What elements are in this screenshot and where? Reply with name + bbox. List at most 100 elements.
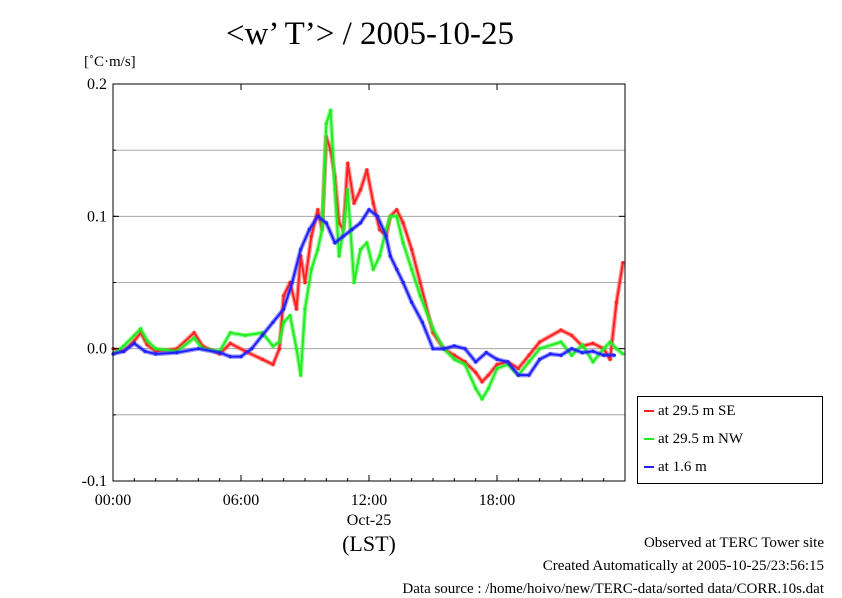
data-point bbox=[388, 214, 392, 218]
data-point bbox=[486, 373, 491, 377]
chart-title: <w’ T’> / 2005-10-25 bbox=[225, 16, 515, 52]
data-point bbox=[608, 357, 612, 361]
footer-source: Data source : /home/hoivo/new/TERC-data/… bbox=[402, 581, 824, 597]
data-point bbox=[132, 339, 136, 343]
data-point bbox=[277, 347, 281, 351]
data-point bbox=[329, 108, 333, 113]
data-point bbox=[282, 307, 286, 311]
data-point bbox=[122, 344, 126, 348]
data-point bbox=[538, 347, 542, 351]
data-point bbox=[333, 241, 337, 245]
data-point bbox=[367, 208, 371, 212]
data-point bbox=[602, 347, 606, 351]
data-point bbox=[218, 351, 222, 355]
data-point bbox=[452, 357, 456, 361]
data-point bbox=[612, 353, 616, 357]
data-point bbox=[143, 349, 147, 353]
footer-site: Observed at TERC Tower site bbox=[643, 535, 824, 551]
data-point bbox=[410, 267, 414, 271]
x-axis-label: (LST) bbox=[342, 531, 396, 556]
data-point bbox=[294, 307, 299, 311]
data-point bbox=[316, 208, 320, 212]
data-point bbox=[418, 280, 422, 285]
data-point bbox=[365, 168, 369, 172]
data-point bbox=[538, 357, 542, 361]
legend-swatch-se bbox=[644, 410, 654, 412]
data-point bbox=[602, 353, 606, 357]
data-point bbox=[474, 370, 478, 375]
data-point bbox=[621, 352, 625, 356]
data-point bbox=[570, 333, 574, 338]
legend-item-se: at 29.5 m SE bbox=[644, 401, 736, 421]
data-point bbox=[418, 294, 422, 298]
data-point bbox=[548, 352, 552, 356]
data-point bbox=[486, 386, 491, 390]
data-point bbox=[401, 280, 405, 285]
y-tick-label: 0.1 bbox=[87, 208, 107, 225]
data-point bbox=[324, 122, 328, 126]
legend: at 29.5 m SE at 29.5 m NW at 1.6 m bbox=[637, 396, 823, 484]
data-point bbox=[299, 247, 303, 252]
data-point bbox=[337, 254, 341, 258]
data-point bbox=[484, 351, 488, 355]
data-point bbox=[299, 373, 303, 377]
data-point bbox=[139, 327, 143, 331]
data-point bbox=[388, 254, 392, 258]
data-point bbox=[271, 344, 275, 348]
data-point bbox=[192, 336, 196, 340]
legend-item-nw: at 29.5 m NW bbox=[644, 429, 743, 449]
data-point bbox=[516, 373, 520, 377]
data-point bbox=[474, 360, 478, 364]
data-point bbox=[260, 357, 264, 361]
data-point bbox=[559, 328, 563, 332]
data-point bbox=[352, 201, 356, 205]
series-layer bbox=[111, 108, 626, 402]
data-point bbox=[474, 386, 478, 390]
data-point bbox=[614, 300, 619, 304]
data-point bbox=[277, 340, 281, 344]
data-point bbox=[307, 227, 311, 232]
data-point bbox=[320, 227, 324, 232]
x-date-label: Oct-25 bbox=[347, 512, 391, 529]
data-point bbox=[495, 357, 499, 361]
x-tick-label: 18:00 bbox=[479, 492, 515, 509]
data-point bbox=[239, 355, 243, 359]
data-point bbox=[329, 148, 333, 152]
data-point bbox=[192, 331, 196, 335]
data-point bbox=[371, 267, 375, 271]
data-point bbox=[452, 344, 456, 348]
data-point bbox=[294, 347, 299, 351]
data-point bbox=[271, 362, 275, 367]
data-point bbox=[395, 214, 399, 218]
legend-swatch-nw bbox=[644, 438, 654, 440]
x-tick-label: 06:00 bbox=[223, 492, 259, 509]
data-point bbox=[384, 227, 388, 232]
data-point bbox=[175, 351, 179, 355]
data-point bbox=[401, 221, 405, 225]
data-point bbox=[570, 347, 574, 351]
data-point bbox=[324, 221, 328, 225]
data-point bbox=[346, 161, 350, 165]
data-point bbox=[132, 333, 136, 338]
data-point bbox=[196, 347, 200, 351]
data-point bbox=[341, 234, 345, 238]
data-point bbox=[309, 234, 313, 238]
data-point bbox=[591, 360, 595, 364]
data-point bbox=[506, 360, 510, 364]
data-point bbox=[228, 331, 232, 335]
data-point bbox=[580, 343, 584, 347]
data-point bbox=[463, 360, 467, 364]
data-point bbox=[375, 214, 380, 218]
data-point bbox=[452, 353, 456, 357]
data-point bbox=[346, 188, 350, 192]
data-point bbox=[358, 188, 363, 192]
data-point bbox=[463, 347, 467, 351]
data-point bbox=[371, 201, 375, 205]
data-point bbox=[395, 267, 399, 271]
data-point bbox=[122, 349, 126, 353]
data-point bbox=[384, 234, 388, 238]
data-point bbox=[337, 221, 341, 225]
data-point bbox=[303, 280, 307, 285]
data-point bbox=[358, 247, 363, 252]
